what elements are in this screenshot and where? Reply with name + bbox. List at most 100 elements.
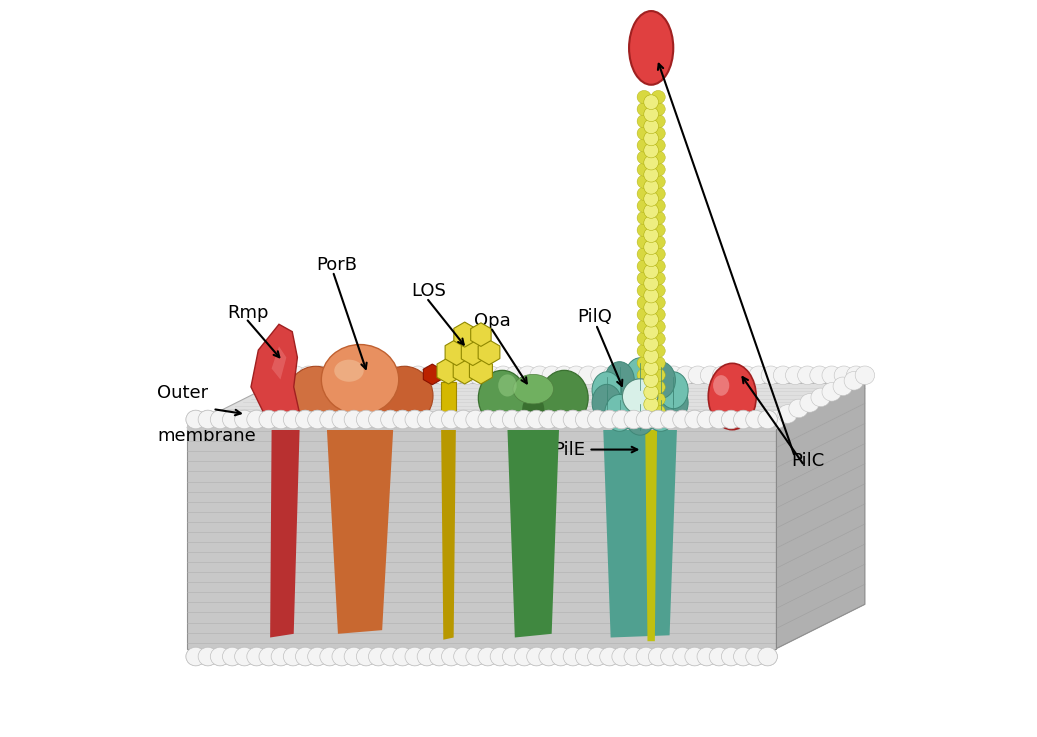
Ellipse shape [563, 411, 583, 429]
Text: PilE: PilE [553, 441, 585, 458]
Ellipse shape [357, 411, 375, 429]
Ellipse shape [319, 411, 339, 429]
Ellipse shape [637, 127, 651, 140]
Ellipse shape [517, 366, 537, 385]
Ellipse shape [319, 647, 339, 666]
Ellipse shape [637, 393, 651, 406]
Ellipse shape [393, 647, 413, 666]
Ellipse shape [644, 131, 658, 146]
Ellipse shape [494, 366, 513, 385]
Ellipse shape [271, 411, 290, 429]
Ellipse shape [637, 187, 651, 200]
Ellipse shape [211, 411, 230, 429]
Ellipse shape [737, 366, 756, 385]
Ellipse shape [247, 411, 267, 429]
Ellipse shape [644, 240, 658, 254]
Polygon shape [437, 357, 460, 384]
Ellipse shape [648, 411, 668, 429]
Ellipse shape [646, 394, 675, 431]
Ellipse shape [785, 366, 805, 385]
Ellipse shape [644, 228, 658, 242]
Text: Outer: Outer [158, 384, 208, 402]
Ellipse shape [605, 394, 635, 431]
Ellipse shape [186, 647, 205, 666]
Ellipse shape [640, 366, 658, 385]
Ellipse shape [651, 284, 666, 297]
Ellipse shape [442, 647, 461, 666]
Polygon shape [270, 429, 300, 638]
Ellipse shape [651, 344, 666, 357]
Ellipse shape [420, 366, 440, 385]
Ellipse shape [624, 411, 644, 429]
Ellipse shape [588, 411, 607, 429]
Ellipse shape [599, 647, 619, 666]
Ellipse shape [746, 411, 765, 429]
Ellipse shape [664, 366, 683, 385]
Ellipse shape [347, 366, 367, 385]
Ellipse shape [709, 647, 729, 666]
Polygon shape [187, 383, 865, 427]
Ellipse shape [502, 411, 522, 429]
Ellipse shape [651, 127, 666, 140]
Ellipse shape [697, 647, 717, 666]
Ellipse shape [576, 647, 595, 666]
Ellipse shape [644, 179, 658, 194]
Ellipse shape [432, 366, 452, 385]
Ellipse shape [360, 366, 380, 385]
Ellipse shape [259, 411, 278, 429]
Ellipse shape [646, 362, 675, 399]
Ellipse shape [658, 384, 689, 421]
Ellipse shape [334, 360, 364, 382]
Ellipse shape [708, 363, 756, 430]
Ellipse shape [417, 411, 437, 429]
Ellipse shape [637, 175, 651, 189]
Ellipse shape [697, 647, 717, 666]
Ellipse shape [299, 366, 318, 385]
Polygon shape [507, 429, 559, 638]
Ellipse shape [409, 366, 427, 385]
Text: Opa: Opa [474, 312, 511, 329]
Ellipse shape [308, 411, 327, 429]
Ellipse shape [513, 374, 554, 404]
Ellipse shape [636, 411, 655, 429]
Ellipse shape [651, 175, 666, 189]
Text: membrane: membrane [158, 427, 256, 445]
Ellipse shape [658, 372, 689, 409]
Ellipse shape [271, 411, 290, 429]
Ellipse shape [637, 199, 651, 212]
Ellipse shape [624, 647, 644, 666]
Ellipse shape [417, 647, 437, 666]
Ellipse shape [651, 259, 666, 273]
Ellipse shape [637, 308, 651, 321]
Ellipse shape [822, 366, 841, 385]
Ellipse shape [405, 647, 424, 666]
Ellipse shape [612, 647, 632, 666]
Ellipse shape [697, 411, 717, 429]
Ellipse shape [588, 647, 607, 666]
Ellipse shape [247, 647, 267, 666]
Ellipse shape [591, 366, 610, 385]
Text: PilQ: PilQ [578, 308, 612, 326]
Ellipse shape [539, 647, 558, 666]
Ellipse shape [697, 411, 717, 429]
Ellipse shape [514, 411, 534, 429]
Ellipse shape [308, 411, 327, 429]
Ellipse shape [371, 366, 391, 385]
Ellipse shape [234, 647, 254, 666]
Ellipse shape [287, 366, 344, 425]
Ellipse shape [766, 411, 786, 429]
Ellipse shape [453, 411, 473, 429]
Ellipse shape [758, 411, 778, 429]
Ellipse shape [563, 647, 583, 666]
Polygon shape [453, 357, 476, 384]
Ellipse shape [637, 115, 651, 128]
Ellipse shape [335, 366, 355, 385]
Ellipse shape [644, 143, 658, 158]
Ellipse shape [332, 647, 352, 666]
Ellipse shape [636, 647, 655, 666]
Ellipse shape [733, 411, 753, 429]
Ellipse shape [527, 647, 546, 666]
Ellipse shape [746, 647, 765, 666]
Ellipse shape [442, 647, 461, 666]
Ellipse shape [539, 411, 558, 429]
